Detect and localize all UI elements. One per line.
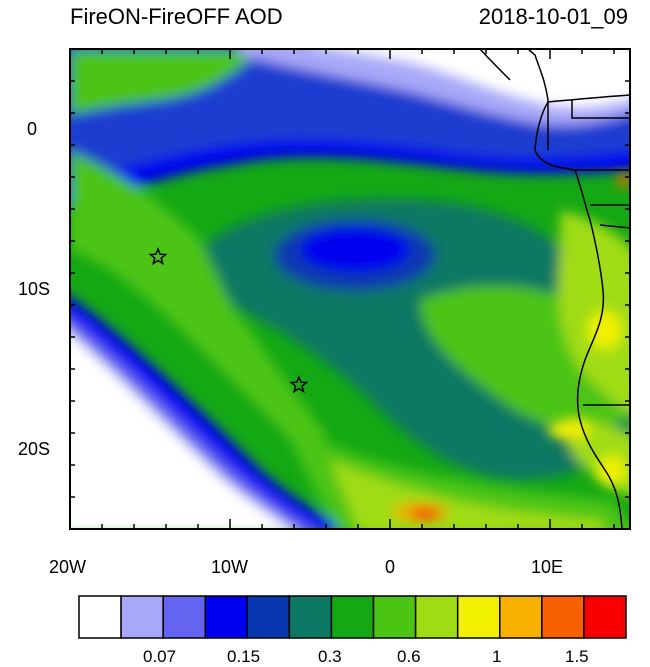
x-tick-label-10e: 10E xyxy=(531,557,564,577)
colorbar-swatch xyxy=(456,595,501,639)
colorbar-swatch xyxy=(246,595,291,639)
colorbar-swatch xyxy=(120,595,164,639)
x-tick-label-20w: 20W xyxy=(49,557,87,577)
colorbar-swatch xyxy=(78,595,122,639)
aod-field xyxy=(70,49,630,529)
colorbar xyxy=(78,595,627,639)
x-tick-label-10w: 10W xyxy=(211,557,249,577)
y-tick-label-20s: 20S xyxy=(18,439,51,459)
colorbar-label-3: 0.6 xyxy=(397,647,421,666)
star-marker-2 xyxy=(289,374,309,394)
star-marker-1 xyxy=(148,246,168,266)
axis-ticks xyxy=(69,48,630,530)
coastline xyxy=(479,49,630,529)
colorbar-label-2: 0.3 xyxy=(318,647,342,666)
y-tick-label-0: 0 xyxy=(27,119,38,139)
y-tick-label-10s: 10S xyxy=(18,279,51,299)
colorbar-swatch xyxy=(499,595,543,639)
colorbar-label-0: 0.07 xyxy=(143,647,177,666)
colorbar-swatch xyxy=(162,595,206,639)
map-timestamp: 2018-10-01_09 xyxy=(478,4,628,29)
colorbar-swatch xyxy=(583,595,627,639)
colorbar-swatch xyxy=(288,595,333,639)
x-tick-label-0: 0 xyxy=(385,557,396,577)
map-frame xyxy=(69,48,631,530)
colorbar-swatch xyxy=(204,595,249,639)
colorbar-label-5: 1.5 xyxy=(565,647,589,666)
colorbar-swatch xyxy=(541,595,585,639)
colorbar-swatch xyxy=(372,595,417,639)
colorbar-label-1: 0.15 xyxy=(227,647,261,666)
map-title: FireON-FireOFF AOD xyxy=(70,4,283,29)
colorbar-swatch xyxy=(414,595,459,639)
colorbar-swatch xyxy=(330,595,375,639)
colorbar-label-4: 1 xyxy=(492,647,502,666)
